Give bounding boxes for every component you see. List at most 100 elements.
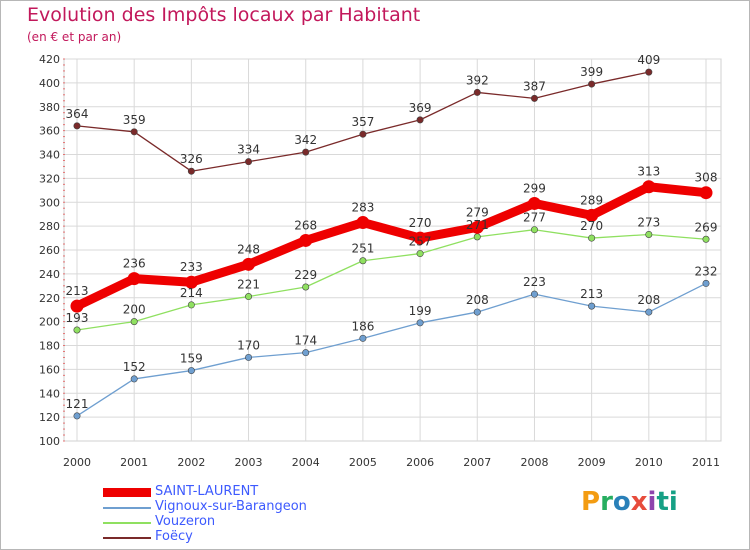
data-label: 199 — [409, 304, 432, 318]
data-label: 248 — [237, 242, 260, 256]
y-tick-label: 400 — [39, 77, 60, 90]
data-label: 236 — [123, 257, 146, 271]
data-point — [245, 293, 253, 301]
y-tick-label: 220 — [39, 292, 60, 305]
x-tick-label: 2010 — [635, 456, 663, 469]
data-point — [130, 375, 138, 383]
data-point — [187, 301, 195, 309]
data-point — [416, 319, 424, 327]
data-point — [359, 257, 367, 265]
y-tick-label: 280 — [39, 220, 60, 233]
x-tick-label: 2004 — [292, 456, 320, 469]
legend-label: Vouzeron — [155, 514, 216, 529]
data-label: 357 — [351, 115, 374, 129]
data-label: 208 — [637, 293, 660, 307]
y-tick-label: 160 — [39, 363, 60, 376]
data-label: 299 — [523, 181, 546, 195]
y-tick-label: 380 — [39, 101, 60, 114]
data-label: 364 — [66, 107, 89, 121]
x-tick-label: 2008 — [520, 456, 548, 469]
legend-label: Vignoux-sur-Barangeon — [155, 499, 307, 514]
data-point — [585, 208, 599, 222]
data-label: 257 — [409, 235, 432, 249]
y-tick-label: 180 — [39, 340, 60, 353]
data-label: 214 — [180, 286, 203, 300]
data-point — [302, 148, 310, 156]
data-point — [473, 308, 481, 316]
data-point — [187, 167, 195, 175]
data-point — [645, 230, 653, 238]
data-point — [416, 250, 424, 258]
data-point — [184, 275, 198, 289]
data-label: 174 — [294, 334, 317, 348]
data-label: 342 — [294, 133, 317, 147]
data-label: 387 — [523, 79, 546, 93]
data-label: 271 — [466, 218, 489, 232]
data-label: 308 — [695, 171, 718, 185]
data-label: 152 — [123, 360, 146, 374]
series-line-vouzeron — [76, 229, 707, 331]
series-line-saint-laurent — [72, 182, 711, 311]
data-point — [530, 290, 538, 298]
data-label: 159 — [180, 352, 203, 366]
data-label: 277 — [523, 211, 546, 225]
data-label: 200 — [123, 303, 146, 317]
data-point — [73, 122, 81, 130]
data-point — [645, 308, 653, 316]
data-label: 213 — [66, 284, 89, 298]
x-tick-label: 2011 — [692, 456, 720, 469]
data-label: 233 — [180, 260, 203, 274]
data-point — [473, 233, 481, 241]
y-tick-label: 140 — [39, 387, 60, 400]
data-label: 232 — [695, 264, 718, 278]
data-label: 326 — [180, 152, 203, 166]
series-line-vignoux-sur-barangeon — [76, 282, 707, 417]
data-label: 270 — [409, 216, 432, 230]
x-tick-label: 2000 — [63, 456, 91, 469]
data-point — [73, 412, 81, 420]
y-tick-label: 340 — [39, 149, 60, 162]
data-point — [473, 88, 481, 96]
data-point — [588, 80, 596, 88]
x-tick-label: 2001 — [120, 456, 148, 469]
x-tick-label: 2006 — [406, 456, 434, 469]
data-label: 270 — [580, 219, 603, 233]
data-label: 208 — [466, 293, 489, 307]
data-label: 229 — [294, 268, 317, 282]
data-point — [245, 353, 253, 361]
legend-label: SAINT-LAURENT — [155, 484, 259, 499]
chart-subtitle: (en € et par an) — [27, 30, 122, 44]
legend-swatch — [103, 537, 151, 539]
data-label: 273 — [637, 215, 660, 229]
x-tick-label: 2005 — [349, 456, 377, 469]
data-point — [702, 235, 710, 243]
y-tick-label: 100 — [39, 435, 60, 448]
y-tick-label: 260 — [39, 244, 60, 257]
data-point — [70, 299, 84, 313]
data-point — [588, 234, 596, 242]
data-label: 359 — [123, 113, 146, 127]
data-label: 279 — [466, 205, 489, 219]
y-tick-label: 420 — [39, 53, 60, 66]
data-point — [245, 158, 253, 166]
data-label: 213 — [580, 287, 603, 301]
x-tick-label: 2003 — [235, 456, 263, 469]
data-label: 334 — [237, 143, 260, 157]
data-label: 186 — [351, 319, 374, 333]
data-point — [127, 272, 141, 286]
x-tick-label: 2009 — [578, 456, 606, 469]
data-label: 369 — [409, 101, 432, 115]
data-point — [416, 116, 424, 124]
data-point — [299, 233, 313, 247]
data-label: 251 — [351, 242, 374, 256]
legend-swatch — [103, 507, 151, 509]
y-tick-label: 240 — [39, 268, 60, 281]
data-point — [187, 367, 195, 375]
data-point — [130, 128, 138, 136]
y-tick-label: 200 — [39, 316, 60, 329]
data-label: 170 — [237, 338, 260, 352]
data-label: 223 — [523, 275, 546, 289]
x-tick-label: 2007 — [463, 456, 491, 469]
